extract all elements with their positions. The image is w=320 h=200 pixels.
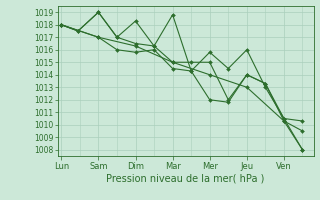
X-axis label: Pression niveau de la mer( hPa ): Pression niveau de la mer( hPa ) xyxy=(107,173,265,183)
